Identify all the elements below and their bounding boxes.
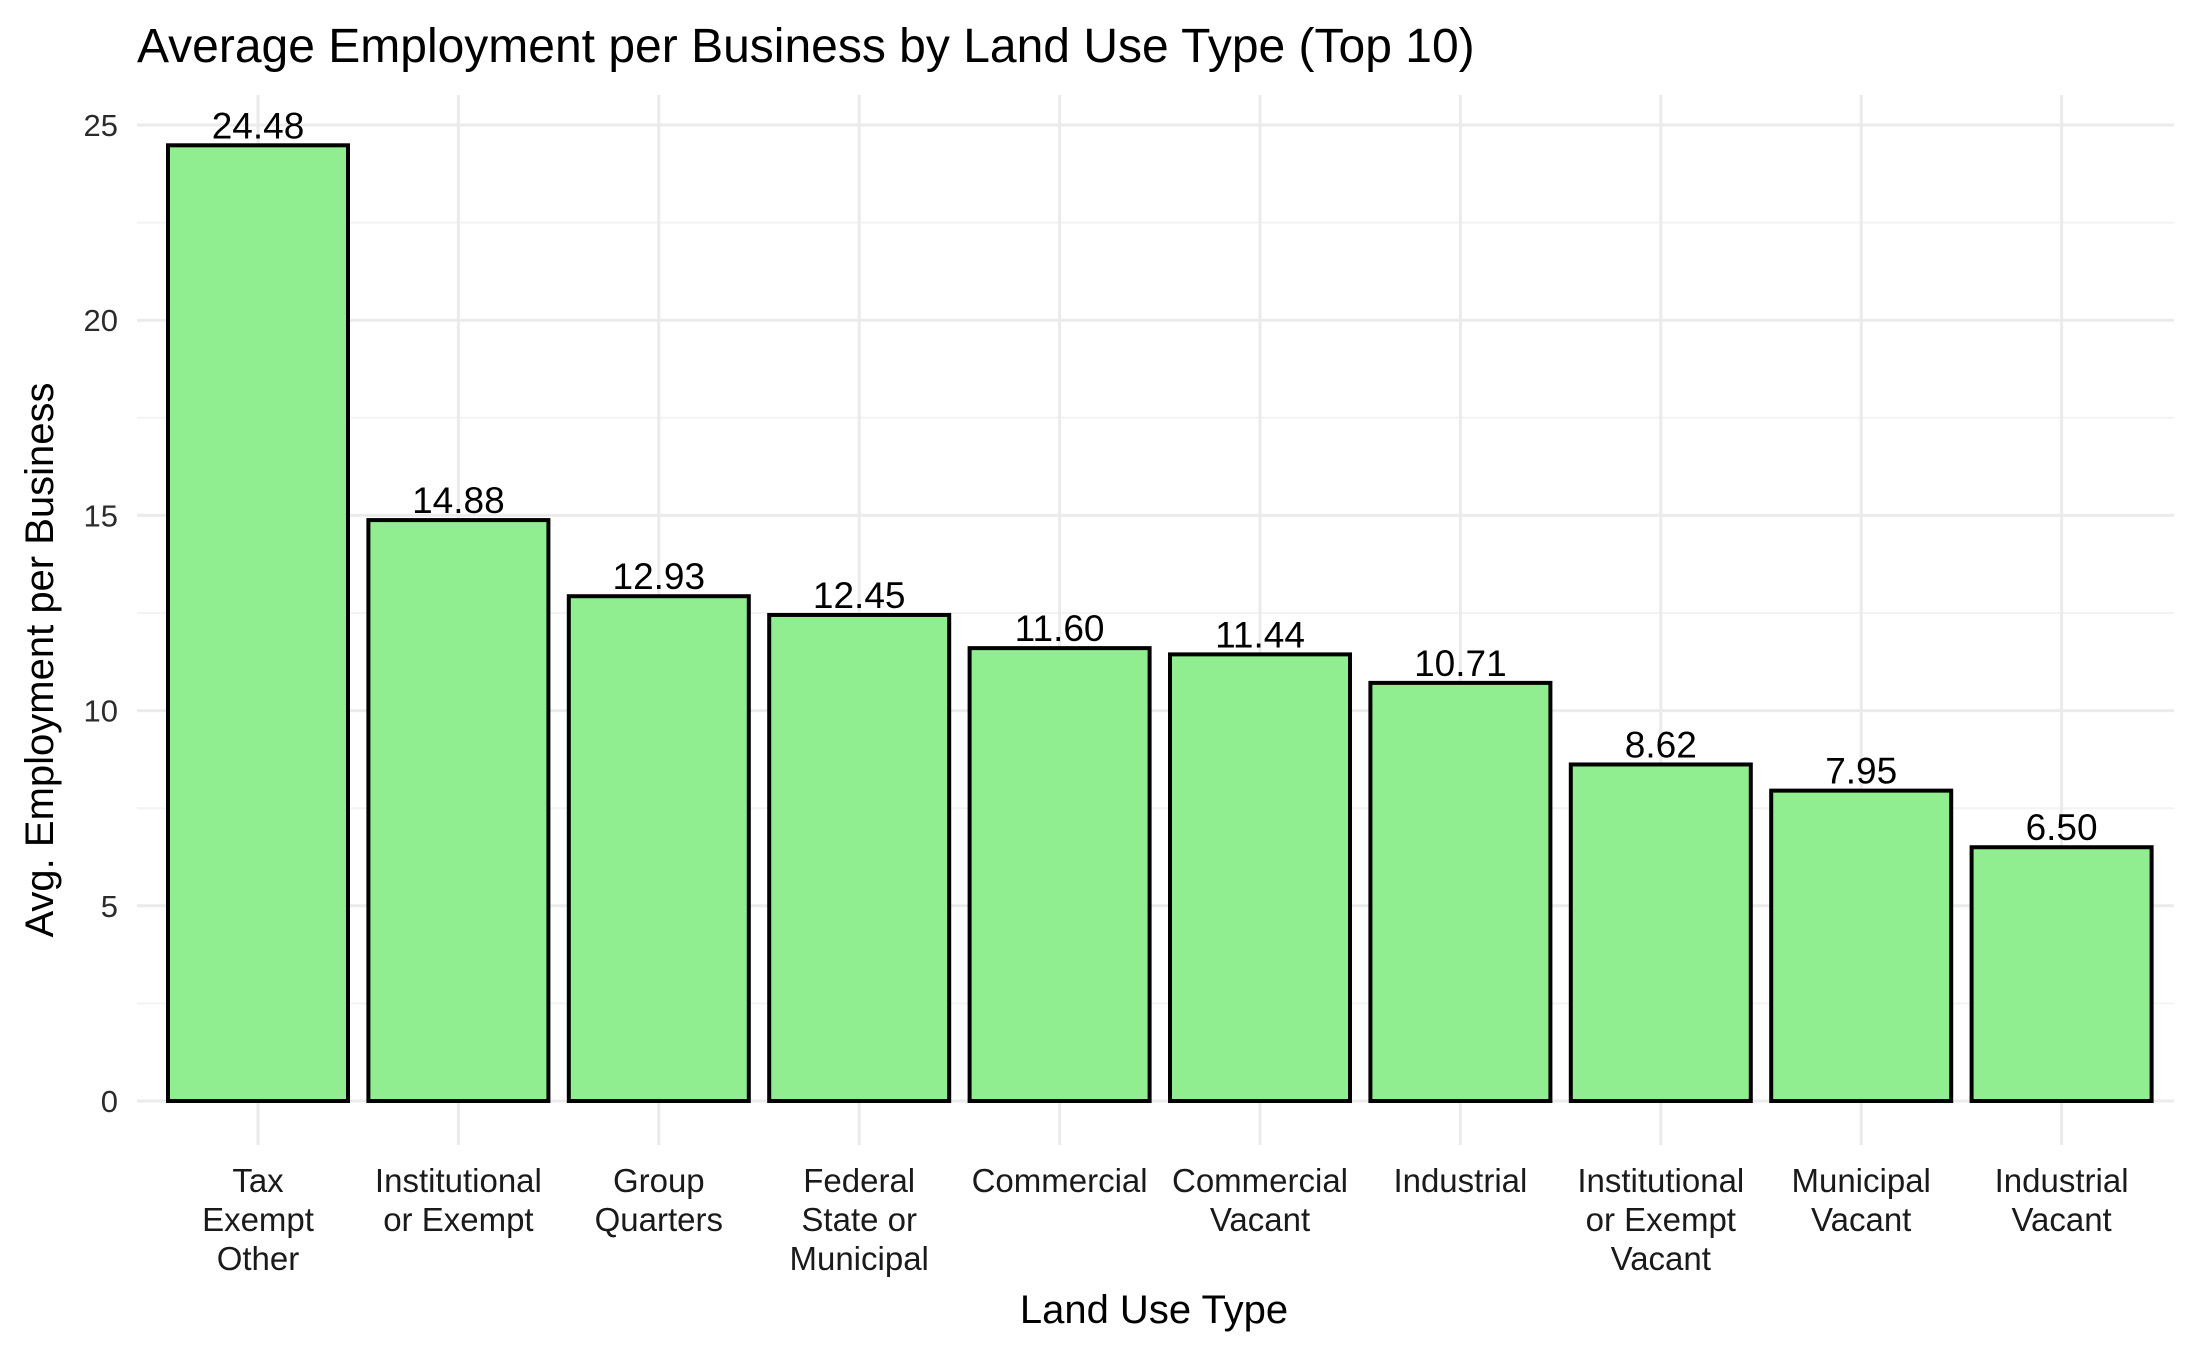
x-tick-label: Industrial — [1393, 1162, 1527, 1199]
x-tick-label: Commercial — [972, 1162, 1148, 1199]
bar — [1969, 845, 2154, 1103]
bar — [566, 594, 751, 1104]
bar-value-label: 14.88 — [412, 480, 505, 521]
y-axis-ticks: 0 5 10 15 20 25 — [84, 108, 118, 1119]
x-tick-label: Group Quarters — [595, 1162, 723, 1238]
y-tick-label: 25 — [84, 108, 118, 143]
bar — [767, 612, 952, 1104]
chart-title: Average Employment per Business by Land … — [137, 20, 1475, 73]
y-tick-label: 5 — [101, 889, 118, 924]
x-tick-label: Institutional or Exempt — [375, 1162, 542, 1238]
bar-value-label: 11.44 — [1215, 614, 1305, 655]
bar-value-label: 12.93 — [613, 556, 706, 597]
y-tick-label: 0 — [101, 1084, 118, 1119]
bar — [1168, 652, 1352, 1103]
y-tick-label: 10 — [84, 694, 118, 729]
bar — [1568, 762, 1753, 1104]
bars — [166, 143, 2154, 1104]
x-axis-title: Land Use Type — [1020, 1288, 1288, 1332]
bar-value-label: 8.62 — [1625, 724, 1697, 765]
x-tick-label: Tax Exempt Other — [202, 1162, 314, 1277]
bar-value-label: 6.50 — [2026, 807, 2098, 848]
bar — [1368, 680, 1553, 1103]
bar — [366, 518, 551, 1103]
bar-value-label: 12.45 — [813, 575, 906, 616]
x-axis-ticks: Tax Exempt Other Institutional or Exempt Grou… — [202, 1162, 2128, 1277]
y-axis-title: Avg. Employment per Business — [18, 382, 62, 937]
x-tick-label: Municipal Vacant — [1791, 1162, 1930, 1238]
bar-value-label: 24.48 — [212, 105, 305, 146]
bar-value-label: 10.71 — [1414, 643, 1507, 684]
bar — [166, 143, 350, 1104]
x-tick-label: Commercial Vacant — [1172, 1162, 1348, 1238]
y-tick-label: 15 — [84, 498, 118, 533]
bar — [1769, 788, 1954, 1104]
x-tick-label: Industrial Vacant — [1995, 1162, 2129, 1238]
x-tick-label: Federal State or Municipal — [789, 1162, 928, 1277]
x-tick-label: Institutional or Exempt Vacant — [1577, 1162, 1744, 1277]
bar-value-label: 7.95 — [1825, 751, 1897, 792]
bar — [967, 646, 1152, 1103]
bar-value-label: 11.60 — [1015, 608, 1105, 649]
data-labels: 24.48 14.88 12.93 12.45 11.60 11.44 10.71 8.62 7… — [212, 105, 2098, 848]
y-tick-label: 20 — [84, 303, 118, 338]
